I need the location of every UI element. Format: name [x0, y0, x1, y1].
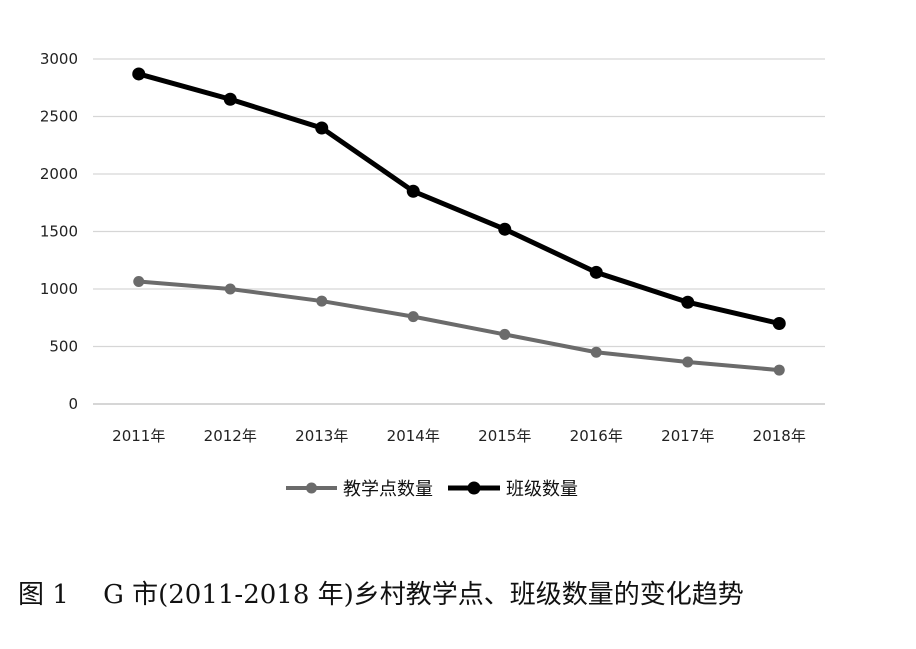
- series-classes: [132, 67, 786, 330]
- series: [132, 67, 786, 376]
- data-point: [499, 328, 511, 340]
- data-point: [315, 121, 329, 135]
- series-line: [136, 279, 782, 373]
- data-point: [407, 311, 419, 323]
- y-tick-label: 500: [49, 338, 78, 356]
- x-tick-label: 2016年: [570, 427, 623, 445]
- data-point: [132, 67, 146, 81]
- legend-label: 教学点数量: [343, 479, 433, 500]
- series-teaching-points: [133, 276, 785, 376]
- line-chart: 0 500 1000 1500 2000 2500 3000 2011年 2012年 2013年…: [40, 50, 825, 500]
- y-tick-label: 2500: [40, 108, 78, 126]
- data-point: [224, 283, 236, 295]
- x-tick-label: 2012年: [204, 427, 257, 445]
- y-axis: 0 500 1000 1500 2000 2500 3000: [40, 50, 78, 413]
- legend: 教学点数量 班级数量: [286, 479, 578, 500]
- data-point: [406, 184, 420, 198]
- gridlines: [93, 58, 825, 405]
- x-tick-label: 2015年: [478, 427, 531, 445]
- data-point: [316, 295, 328, 307]
- data-point: [498, 222, 512, 236]
- legend-label: 班级数量: [506, 479, 578, 500]
- x-tick-label: 2014年: [387, 427, 440, 445]
- x-tick-label: 2017年: [661, 427, 714, 445]
- x-tick-label: 2011年: [112, 427, 165, 445]
- legend-marker: [306, 482, 317, 494]
- data-point: [773, 364, 785, 376]
- y-tick-label: 0: [68, 395, 78, 413]
- data-point: [590, 346, 602, 358]
- y-tick-label: 1500: [40, 223, 78, 241]
- data-point: [589, 265, 603, 279]
- legend-item: 班级数量: [448, 479, 578, 500]
- data-point: [681, 295, 695, 309]
- x-tick-label: 2018年: [753, 427, 806, 445]
- series-line: [136, 71, 782, 326]
- data-point: [223, 92, 237, 106]
- x-axis: 2011年 2012年 2013年 2014年 2015年 2016年 2017年 2018年: [112, 427, 806, 445]
- figure-caption: 图 1 G 市(2011-2018 年)乡村教学点、班级数量的变化趋势: [18, 580, 744, 610]
- legend-marker: [467, 481, 481, 495]
- data-point: [133, 276, 145, 288]
- x-tick-label: 2013年: [295, 427, 348, 445]
- data-point: [772, 317, 786, 330]
- legend-item: 教学点数量: [286, 479, 433, 500]
- data-point: [682, 356, 694, 368]
- y-tick-label: 2000: [40, 165, 78, 183]
- y-tick-label: 3000: [40, 50, 78, 68]
- y-tick-label: 1000: [40, 280, 78, 298]
